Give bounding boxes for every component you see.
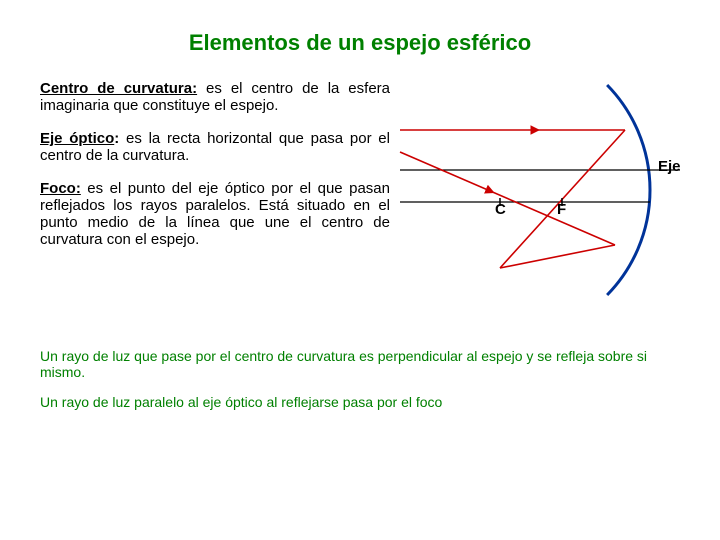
mirror-diagram: CF Eje (400, 80, 680, 330)
diagram-svg: CF (400, 80, 680, 330)
def-centro: Centro de curvatura: es el centro de la … (40, 80, 390, 114)
definitions-column: Centro de curvatura: es el centro de la … (40, 80, 390, 330)
content-row: Centro de curvatura: es el centro de la … (40, 80, 680, 330)
svg-text:F: F (557, 201, 566, 218)
def-term: Centro de curvatura: (40, 80, 197, 97)
def-eje: Eje óptico: es la recta horizontal que p… (40, 130, 390, 164)
footer-notes: Un rayo de luz que pase por el centro de… (40, 348, 680, 410)
note-1: Un rayo de luz que pase por el centro de… (40, 348, 680, 380)
svg-text:C: C (495, 201, 506, 218)
def-foco: Foco: es el punto del eje óptico por el … (40, 180, 390, 248)
note-2: Un rayo de luz paralelo al eje óptico al… (40, 394, 680, 410)
title-text: Elementos de un espejo esférico (189, 30, 531, 55)
page-title: Elementos de un espejo esférico (40, 30, 680, 56)
eje-label: Eje (658, 158, 681, 175)
def-term: Foco: (40, 180, 81, 197)
def-body: es el punto del eje óptico por el que pa… (40, 180, 390, 248)
def-term: Eje óptico: (40, 130, 119, 147)
